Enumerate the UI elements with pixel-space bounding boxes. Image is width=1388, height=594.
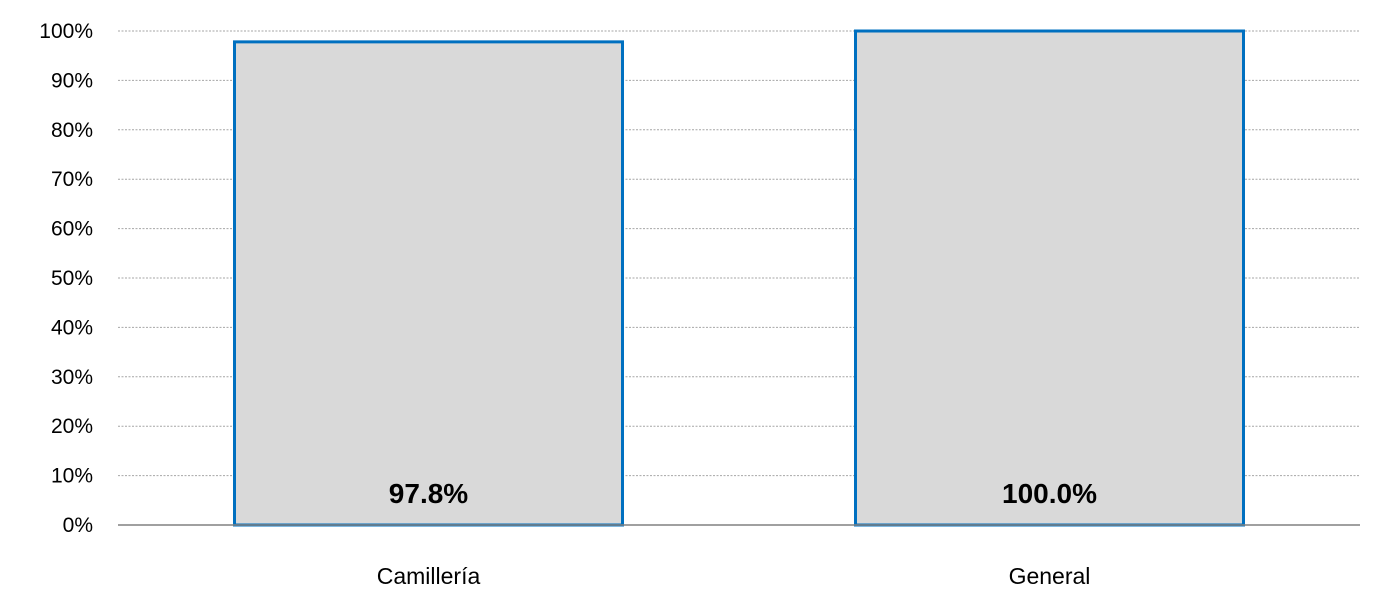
bar-data-label: 97.8%	[389, 478, 468, 509]
y-tick-label: 10%	[51, 465, 93, 488]
y-tick-label: 20%	[51, 415, 93, 438]
y-tick-label: 40%	[51, 316, 93, 339]
y-tick-label: 30%	[51, 366, 93, 389]
x-category-label: General	[1009, 563, 1091, 589]
y-tick-label: 90%	[51, 69, 93, 92]
y-tick-label: 80%	[51, 119, 93, 142]
bar-general	[854, 29, 1245, 527]
y-tick-label: 70%	[51, 168, 93, 191]
y-tick-label: 60%	[51, 218, 93, 241]
x-category-label: Camillería	[377, 563, 481, 589]
data-labels: 97.8% 100.0%	[389, 478, 1097, 509]
y-tick-label: 0%	[63, 514, 93, 537]
bar-data-label: 100.0%	[1002, 478, 1097, 509]
bar-camiller-a	[233, 40, 624, 527]
y-axis-tick-labels: 0% 10% 20% 30% 40% 50% 60% 70% 80% 90% 100%	[39, 20, 93, 537]
y-tick-label: 100%	[39, 20, 93, 43]
bars	[233, 29, 1245, 527]
x-axis-category-labels: Camillería General	[377, 563, 1091, 589]
y-tick-label: 50%	[51, 267, 93, 290]
